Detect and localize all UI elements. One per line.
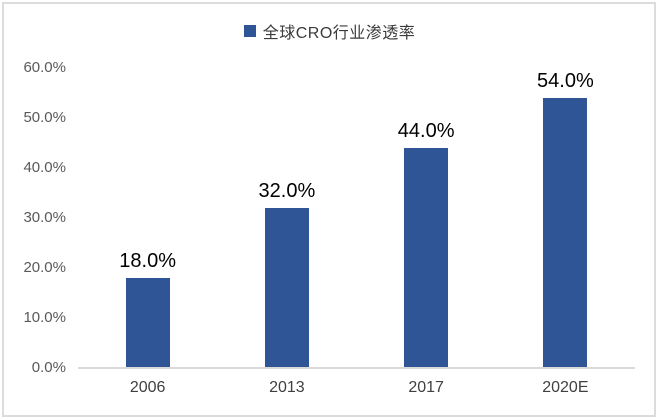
x-axis-label: 2017 [408, 379, 444, 396]
bar [404, 148, 449, 367]
bar-value-label: 44.0% [397, 120, 455, 142]
legend-label: 全球CRO行业渗透率 [262, 25, 416, 42]
y-tick-label: 0.0% [31, 359, 66, 376]
y-tick-label: 20.0% [23, 259, 66, 276]
y-tick-label: 40.0% [23, 159, 66, 176]
y-tick-label: 50.0% [23, 109, 66, 126]
x-axis-label: 2020E [542, 379, 589, 396]
bar-value-label: 32.0% [258, 180, 316, 202]
y-tick-label: 60.0% [23, 59, 66, 76]
y-tick-label: 30.0% [23, 209, 66, 226]
bar [264, 208, 309, 367]
bar [125, 278, 170, 367]
y-tick-label: 10.0% [23, 309, 66, 326]
legend: 全球CRO行业渗透率 [0, 19, 659, 43]
x-axis-line [78, 367, 635, 369]
bar-value-label: 54.0% [537, 70, 594, 92]
bar [543, 98, 588, 367]
x-axis-label: 2013 [269, 379, 305, 396]
legend-marker-icon [243, 25, 256, 37]
x-axis-label: 2006 [129, 379, 166, 396]
bar-value-label: 18.0% [119, 250, 176, 272]
